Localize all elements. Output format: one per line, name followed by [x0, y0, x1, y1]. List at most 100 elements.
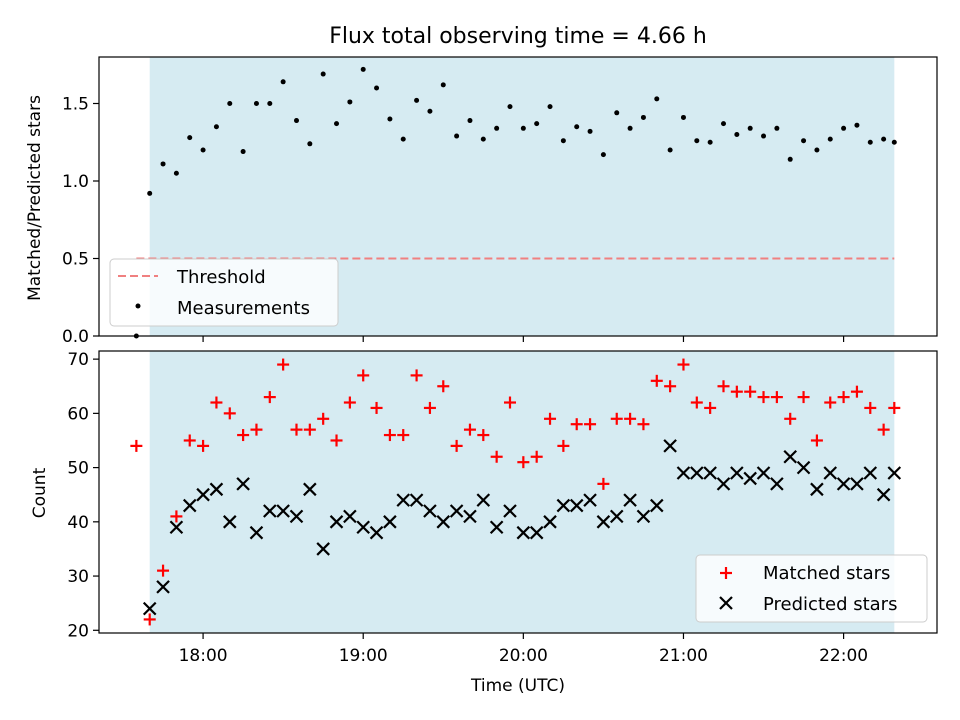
matched-star-point — [810, 434, 823, 447]
bottom-x-tick-label: 19:00 — [339, 646, 388, 666]
top-plot-frame — [98, 56, 938, 337]
measurement-point — [560, 138, 566, 144]
matched-star-point — [370, 401, 383, 414]
measurement-point — [734, 132, 740, 137]
predicted-star-point — [436, 515, 451, 529]
predicted-star-point — [783, 449, 797, 464]
top-y-axis-label: Matched/Predicted stars — [25, 95, 45, 301]
predicted-star-point — [596, 515, 611, 529]
predicted-star-point — [876, 487, 891, 502]
matched-star-point — [317, 412, 330, 425]
predicted-star-point — [716, 477, 731, 491]
bottom-legend-box — [695, 554, 928, 623]
matched-star-point — [303, 423, 316, 436]
measurement-point — [374, 85, 380, 91]
predicted-star-point — [676, 466, 691, 480]
measurement-point — [360, 66, 366, 72]
top-y-tick-label: 1.5 — [62, 95, 89, 115]
predicted-star-point — [329, 515, 344, 529]
matched-star-point — [624, 412, 637, 425]
predicted-star-point — [569, 498, 584, 513]
measurement-point — [414, 97, 420, 103]
matched-star-point — [784, 412, 797, 425]
measurement-point — [891, 139, 897, 145]
predicted-star-point — [396, 493, 411, 507]
measurement-point — [707, 139, 713, 145]
measurement-point — [654, 96, 660, 102]
bottom-x-tick-label: 21:00 — [659, 646, 708, 666]
matched-star-point — [717, 380, 730, 393]
matched-star-point — [517, 456, 530, 469]
measurement-point — [720, 121, 726, 127]
measurement-point — [253, 101, 259, 106]
matched-star-point — [397, 429, 410, 442]
measurement-point — [147, 190, 153, 196]
matched-star-point — [157, 564, 170, 577]
predicted-star-point — [663, 439, 677, 453]
matched-star-point — [664, 380, 677, 393]
measurement-point — [841, 125, 847, 131]
matched-star-point — [223, 407, 236, 420]
predicted-star-point — [887, 466, 902, 480]
matched-star-point — [263, 391, 276, 404]
measurement-point — [334, 121, 340, 127]
predicted-star-point — [743, 471, 757, 486]
matched-star-point — [463, 423, 476, 436]
measurement-point — [173, 170, 179, 176]
predicted-star-point — [583, 493, 597, 507]
measurement-point — [454, 133, 460, 139]
predicted-star-point — [823, 466, 838, 480]
predicted-star-point — [169, 520, 184, 535]
measurement-point — [787, 156, 793, 162]
matched-star-point — [744, 385, 757, 398]
matched-star-point — [637, 418, 650, 431]
matched-star-point — [570, 418, 583, 431]
measurement-point — [427, 108, 433, 114]
matched-star-point — [544, 412, 557, 425]
matched-star-point — [503, 396, 516, 409]
top-panel: 0.0 0.5 1.0 1.5 Matched/Predicted stars Thr… — [25, 56, 938, 347]
predicted-star-point — [503, 504, 517, 518]
predicted-star-point — [343, 509, 357, 524]
measurement-point — [680, 114, 686, 120]
top-y-axis: 0.0 0.5 1.0 1.5 — [62, 95, 99, 347]
matched-star-point — [530, 450, 543, 463]
measurement-point — [814, 147, 820, 153]
measurement-point — [881, 136, 887, 142]
measurement-point — [614, 110, 620, 116]
measurement-point — [627, 125, 633, 131]
measurement-point — [694, 138, 700, 144]
predicted-star-point — [690, 466, 704, 480]
matched-star-point — [170, 510, 183, 523]
bottom-y-tick-label: 40 — [67, 513, 89, 533]
predicted-star-point — [863, 466, 878, 480]
matched-star-point — [197, 439, 210, 452]
matched-star-point — [690, 396, 703, 409]
measurement-point — [440, 82, 446, 88]
measurement-point — [347, 99, 353, 105]
predicted-star-point — [489, 520, 504, 535]
measurement-point — [827, 136, 833, 142]
predicted-star-point — [289, 509, 304, 524]
top-y-tick-label: 1.0 — [62, 172, 89, 192]
matched-star-point — [730, 385, 743, 398]
figure-title: Flux total observing time = 4.66 h — [329, 24, 707, 49]
predicted-star-point — [449, 504, 464, 518]
bottom-x-axis: 18:00 19:00 20:00 21:00 22:00 — [179, 633, 868, 666]
measurement-point — [774, 125, 780, 131]
matched-star-point — [130, 439, 143, 452]
measurement-point — [387, 116, 393, 122]
predicted-star-point — [263, 504, 277, 518]
measurement-point — [574, 124, 580, 130]
measurement-point — [200, 147, 206, 153]
measurement-points — [133, 66, 897, 339]
measurement-point — [600, 152, 606, 158]
bottom-plot-frame — [98, 350, 938, 634]
legend-predicted-swatch — [719, 596, 733, 610]
predicted-star-point — [623, 493, 637, 507]
measurement-point — [400, 136, 406, 142]
matched-star-point — [650, 374, 663, 387]
top-legend-box — [109, 258, 339, 327]
bottom-x-tick-label: 20:00 — [499, 646, 548, 666]
bottom-y-tick-label: 50 — [67, 459, 89, 479]
